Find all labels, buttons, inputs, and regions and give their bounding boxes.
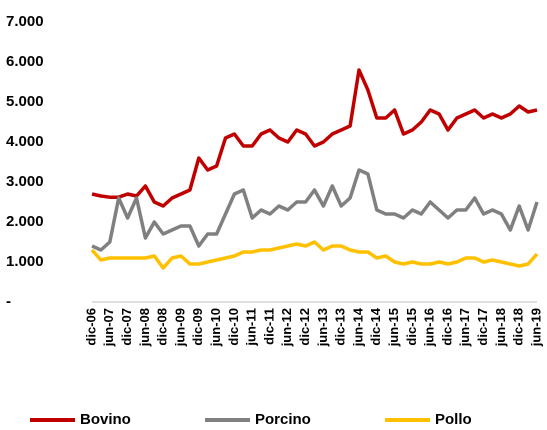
x-tick-label: jun-14: [350, 307, 365, 347]
series-line: [91, 68, 538, 208]
series-line: [91, 168, 539, 252]
legend-label: Bovino: [80, 411, 131, 428]
x-tick-label: jun-07: [101, 308, 116, 347]
x-tick-label: dic-12: [297, 308, 312, 346]
x-tick-label: jun-12: [279, 308, 294, 347]
x-tick-label: jun-15: [386, 308, 401, 347]
y-tick-label: 5.000: [6, 93, 44, 110]
x-tick-label: dic-13: [333, 308, 348, 346]
y-tick-label: 7.000: [6, 13, 44, 30]
x-tick-label: dic-17: [475, 308, 490, 346]
x-tick-label: jun-19: [528, 308, 543, 347]
y-tick-label: 2.000: [6, 213, 44, 230]
legend-label: Pollo: [435, 411, 472, 428]
x-tick-label: jun-17: [457, 308, 472, 347]
x-tick-label: dic-07: [119, 308, 134, 346]
x-tick-label: jun-08: [137, 308, 152, 347]
y-tick-label: 1.000: [6, 253, 44, 270]
x-tick-label: jun-18: [493, 308, 508, 347]
x-tick-label: dic-11: [261, 308, 276, 345]
x-tick-label: dic-09: [190, 308, 205, 346]
x-tick-label: dic-16: [439, 308, 454, 346]
x-tick-label: jun-16: [422, 308, 437, 347]
x-tick-label: jun-13: [315, 308, 330, 347]
x-tick-label: dic-08: [155, 308, 170, 346]
series-line: [90, 240, 539, 270]
y-tick-label: 3.000: [6, 173, 44, 190]
y-tick-label: 6.000: [6, 53, 44, 70]
x-tick-label: jun-11: [244, 308, 259, 347]
x-tick-label: dic-14: [368, 307, 383, 345]
y-tick-label: 4.000: [6, 133, 44, 150]
y-tick-label: -: [6, 293, 11, 310]
x-tick-label: dic-18: [511, 308, 526, 346]
x-tick-label: dic-15: [404, 308, 419, 346]
x-tick-label: jun-10: [208, 308, 223, 347]
legend-label: Porcino: [255, 411, 311, 428]
x-tick-label: dic-10: [226, 308, 241, 346]
x-tick-label: dic-06: [83, 308, 98, 346]
x-tick-label: jun-09: [172, 308, 187, 347]
